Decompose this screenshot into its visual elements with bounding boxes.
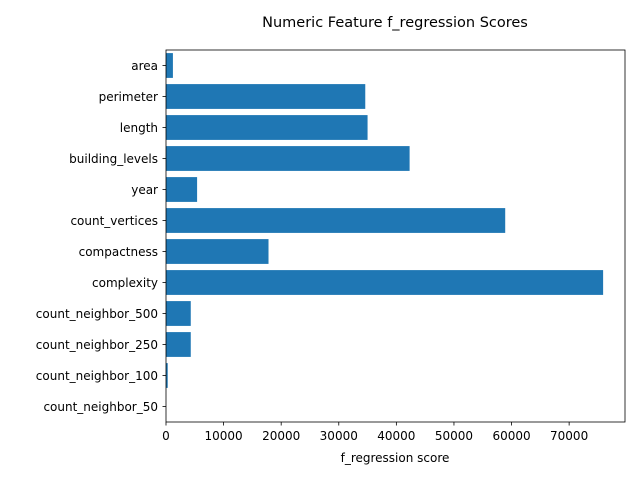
y-tick-label-year: year [131,183,158,197]
bar-length [166,115,368,140]
y-tick-label-compactness: compactness [79,245,158,259]
x-tick-label-30000: 30000 [320,429,358,443]
bar-count_neighbor_100 [166,363,168,388]
y-tick-label-count_neighbor_50: count_neighbor_50 [43,400,158,414]
x-tick-label-10000: 10000 [204,429,242,443]
x-tick-label-70000: 70000 [550,429,588,443]
x-tick-label-60000: 60000 [492,429,530,443]
y-tick-label-length: length [120,121,158,135]
chart-title: Numeric Feature f_regression Scores [262,15,528,31]
y-tick-label-area: area [131,59,158,73]
x-axis-label: f_regression score [341,451,450,465]
bar-building_levels [166,146,410,171]
x-tick-label-50000: 50000 [435,429,473,443]
y-tick-label-count_vertices: count_vertices [70,214,158,228]
y-tick-label-count_neighbor_100: count_neighbor_100 [36,369,158,383]
bar-area [166,53,173,78]
x-tick-label-20000: 20000 [262,429,300,443]
bar-count_vertices [166,208,506,233]
y-tick-label-count_neighbor_500: count_neighbor_500 [36,307,158,321]
bar-count_neighbor_500 [166,301,191,326]
bar-perimeter [166,84,366,109]
bar-year [166,177,198,202]
y-tick-label-count_neighbor_250: count_neighbor_250 [36,338,158,352]
y-tick-label-perimeter: perimeter [99,90,158,104]
bar-complexity [166,270,604,295]
bar-compactness [166,239,269,264]
x-tick-label-40000: 40000 [377,429,415,443]
y-tick-label-complexity: complexity [92,276,158,290]
plot-frame [165,49,626,423]
y-tick-label-building_levels: building_levels [69,152,158,166]
bar-count_neighbor_250 [166,332,191,357]
x-tick-label-0: 0 [162,429,170,443]
